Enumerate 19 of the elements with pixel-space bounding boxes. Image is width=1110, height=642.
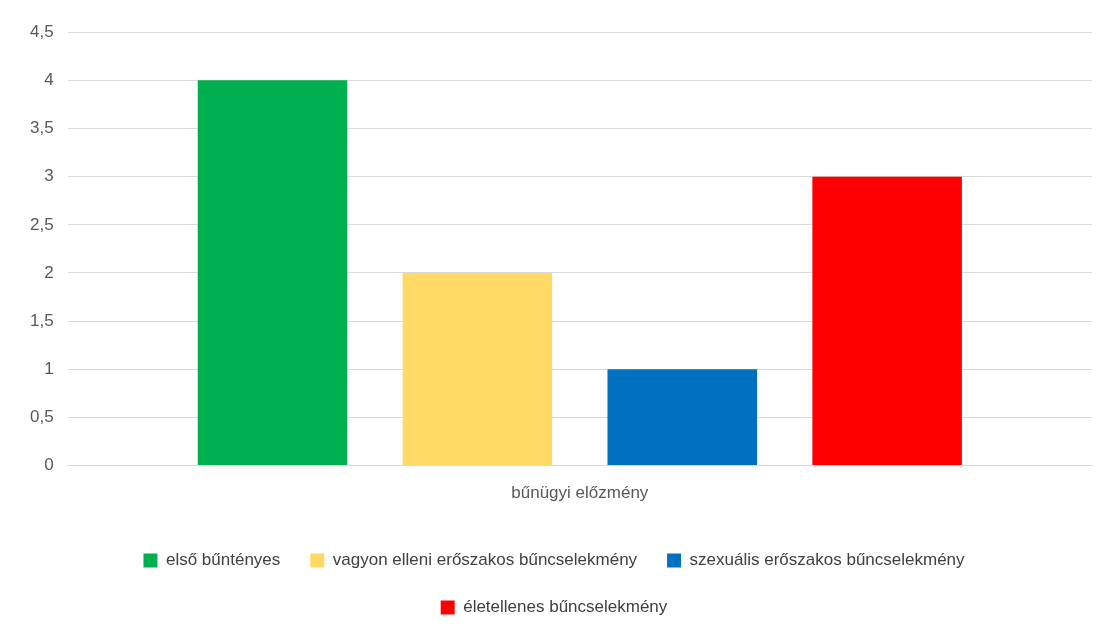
y-tick-label: 0 — [44, 455, 54, 475]
y-tick-label: 0,5 — [29, 407, 54, 427]
legend-label: életellenes bűncselekmény — [463, 597, 668, 617]
legend-label: szexuális erőszakos bűncselekmény — [689, 550, 966, 570]
bar — [812, 176, 962, 466]
bar — [197, 80, 348, 466]
y-tick-label: 3 — [44, 166, 54, 186]
y-tick-label: 3,5 — [29, 118, 54, 138]
y-tick-label: 1 — [44, 358, 54, 378]
y-tick-label: 2 — [44, 262, 54, 282]
y-tick-label: 1,5 — [29, 310, 54, 330]
legend-label: első bűntényes — [165, 550, 281, 570]
y-tick-label: 4 — [44, 70, 54, 90]
legend-label: vagyon elleni erőszakos bűncselekmény — [332, 550, 638, 570]
bar — [402, 272, 553, 466]
y-tick-label: 2,5 — [29, 214, 54, 234]
y-tick-label: 4,5 — [29, 21, 54, 41]
x-tick-label: bűnügyi előzmény — [511, 483, 649, 503]
bar — [607, 369, 758, 466]
